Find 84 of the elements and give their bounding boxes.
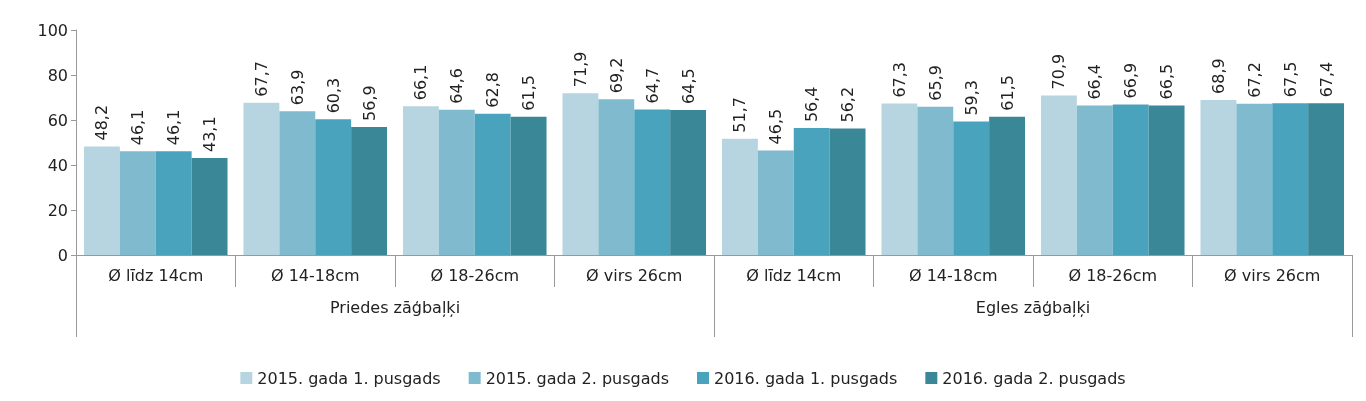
y-tick-label: 20: [47, 200, 68, 220]
legend-label: 2015. gada 2. pusgads: [485, 368, 670, 388]
data-label: 56,4: [802, 86, 822, 123]
y-tick-label: 80: [47, 65, 68, 85]
bar: [670, 109, 707, 255]
data-label: 56,9: [359, 85, 379, 121]
y-tick-label: 60: [47, 110, 68, 130]
text: Egles zāģbaļķi: [975, 297, 1091, 317]
data-label: 51,7: [730, 97, 750, 133]
x-tick-label: Ø virs 26cm: [586, 265, 683, 285]
x-tick-label: Ø virs 26cm: [1224, 265, 1321, 285]
data-label: 69,2: [606, 57, 626, 94]
bar: [474, 113, 511, 255]
data-label: 66,5: [1157, 63, 1177, 100]
x-tick-label: Ø 18-26cm: [430, 265, 520, 285]
data-label: 46,5: [766, 108, 786, 145]
bar: [1112, 104, 1149, 255]
y-tick-label: 100: [37, 20, 68, 40]
data-label: 63,9: [287, 69, 307, 106]
bar: [402, 106, 439, 255]
bar: [989, 116, 1026, 255]
data-label: 61,5: [519, 75, 539, 111]
bar: [562, 93, 599, 255]
bar: [829, 128, 866, 255]
bar: [1272, 103, 1309, 255]
bar: [279, 111, 316, 255]
data-label: 68,9: [1208, 58, 1228, 94]
bar: [881, 103, 918, 255]
data-label: 64,7: [642, 67, 662, 104]
x-tick-label: Ø 18-26cm: [1068, 265, 1158, 285]
x-tick-label: Ø līdz 14cm: [108, 265, 204, 285]
data-label: 62,8: [483, 72, 503, 108]
bar: [793, 128, 830, 255]
data-label: 43,1: [200, 116, 220, 153]
data-label: 70,9: [1049, 53, 1069, 90]
bar: [721, 138, 758, 255]
bar: [315, 119, 352, 255]
bar: [351, 126, 388, 255]
bar: [634, 109, 671, 255]
bar: [757, 150, 794, 255]
bar: [1200, 99, 1237, 255]
bar: [438, 109, 475, 255]
bar: [191, 158, 228, 255]
bar: [83, 146, 120, 255]
text: Priedes zāģbaļķi: [329, 297, 461, 317]
data-label: 67,4: [1316, 61, 1336, 98]
bar: [155, 151, 192, 255]
bar: [1148, 105, 1185, 255]
bar: [1076, 105, 1113, 255]
data-label: 48,2: [92, 104, 112, 141]
data-label: 67,5: [1280, 61, 1300, 98]
data-label: 67,7: [251, 61, 271, 97]
data-label: 56,2: [838, 86, 858, 123]
x-tick-label: Ø 14-18cm: [908, 265, 998, 285]
data-label: 67,2: [1244, 62, 1264, 98]
data-label: 66,9: [1121, 62, 1141, 99]
x-tick-label: Ø 14-18cm: [270, 265, 360, 285]
bar: [917, 106, 954, 255]
x-tick-label: Ø līdz 14cm: [746, 265, 842, 285]
data-label: 46,1: [128, 109, 148, 146]
data-label: 67,3: [889, 61, 909, 98]
bar: [243, 102, 280, 255]
data-label: 66,4: [1085, 63, 1105, 100]
y-tick-label: 0: [57, 245, 68, 265]
bar: [1040, 95, 1077, 255]
bar: [953, 121, 990, 255]
bar: [119, 151, 156, 255]
data-label: 64,5: [678, 68, 698, 104]
data-label: 60,3: [323, 77, 343, 114]
legend-label: 2015. gada 1. pusgads: [257, 368, 441, 388]
bar: [1308, 103, 1345, 255]
data-label: 71,9: [570, 51, 590, 88]
bar: [510, 116, 547, 255]
data-label: 66,1: [411, 64, 431, 101]
bar: [598, 99, 635, 255]
data-label: 46,1: [164, 109, 184, 146]
data-label: 64,6: [447, 68, 467, 104]
y-tick-label: 40: [47, 155, 68, 175]
data-label: 59,3: [961, 79, 981, 116]
legend-label: 2016. gada 2. pusgads: [942, 368, 1126, 388]
data-label: 65,9: [925, 65, 945, 101]
legend-label: 2016. gada 1. pusgads: [714, 368, 898, 388]
data-label: 61,5: [997, 75, 1017, 111]
bar: [1236, 103, 1273, 255]
